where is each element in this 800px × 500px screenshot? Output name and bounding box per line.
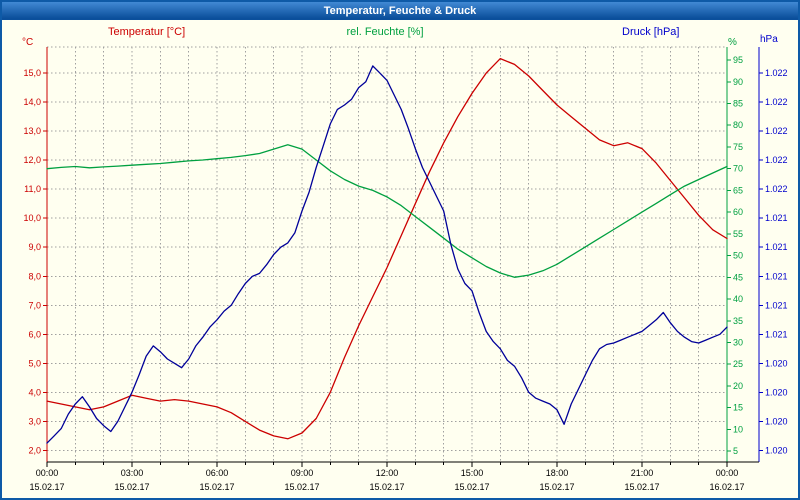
pressure-tick-label: 1.020 [765,416,788,426]
humidity-tick-label: 75 [733,142,743,152]
temperature-tick-label: 8,0 [28,271,41,281]
humidity-tick-label: 15 [733,403,743,413]
humidity-tick-label: 85 [733,98,743,108]
humidity-tick-label: 35 [733,316,743,326]
pressure-tick-label: 1.022 [765,155,788,165]
humidity-tick-label: 60 [733,207,743,217]
pressure-tick-label: 1.020 [765,358,788,368]
humidity-axis-unit: % [728,37,737,48]
humidity-tick-label: 55 [733,229,743,239]
pressure-tick-label: 1.022 [765,126,788,136]
date-tick-label: 16.02.17 [709,482,744,492]
temperature-tick-label: 5,0 [28,358,41,368]
temperature-tick-label: 13,0 [23,126,41,136]
humidity-tick-label: 5 [733,446,738,456]
humidity-tick-label: 65 [733,185,743,195]
time-tick-label: 18:00 [546,468,569,478]
window-title: Temperatur, Feuchte & Druck [323,5,477,17]
legend-temperature: Temperatur [°C] [108,26,186,38]
time-tick-label: 00:00 [716,468,739,478]
pressure-tick-label: 1.021 [765,300,788,310]
series-druck [46,65,728,444]
date-tick-label: 15.02.17 [29,482,64,492]
humidity-tick-label: 45 [733,272,743,282]
time-tick-label: 03:00 [121,468,144,478]
humidity-tick-label: 95 [733,55,743,65]
humidity-tick-label: 40 [733,294,743,304]
date-tick-label: 15.02.17 [369,482,404,492]
temperature-tick-label: 12,0 [23,155,41,165]
pressure-tick-label: 1.020 [765,445,788,455]
humidity-tick-label: 70 [733,164,743,174]
time-tick-label: 00:00 [36,468,59,478]
date-tick-label: 15.02.17 [454,482,489,492]
window-title-bar[interactable]: Temperatur, Feuchte & Druck [2,2,798,20]
pressure-tick-label: 1.022 [765,184,788,194]
pressure-tick-label: 1.021 [765,213,788,223]
date-tick-label: 15.02.17 [624,482,659,492]
humidity-tick-label: 20 [733,381,743,391]
pressure-tick-label: 1.021 [765,329,788,339]
humidity-tick-label: 80 [733,120,743,130]
pressure-tick-label: 1.020 [765,387,788,397]
humidity-tick-label: 25 [733,359,743,369]
date-tick-label: 15.02.17 [199,482,234,492]
temperature-tick-label: 14,0 [23,97,41,107]
pressure-tick-label: 1.022 [765,68,788,78]
time-tick-label: 12:00 [376,468,399,478]
humidity-tick-label: 50 [733,251,743,261]
temperature-tick-label: 9,0 [28,242,41,252]
pressure-axis-unit: hPa [760,34,778,45]
time-tick-label: 09:00 [291,468,314,478]
temperature-tick-label: 10,0 [23,213,41,223]
legend-humidity: rel. Feuchte [%] [346,26,424,38]
time-tick-label: 06:00 [206,468,229,478]
humidity-tick-label: 30 [733,337,743,347]
pressure-tick-label: 1.022 [765,97,788,107]
series-feuchte [46,144,728,278]
time-tick-label: 15:00 [461,468,484,478]
temperature-tick-label: 15,0 [23,68,41,78]
date-tick-label: 15.02.17 [114,482,149,492]
humidity-tick-label: 90 [733,77,743,87]
date-tick-label: 15.02.17 [284,482,319,492]
temperature-axis-unit: °C [22,37,34,48]
temperature-tick-label: 3,0 [28,416,41,426]
time-tick-label: 21:00 [631,468,654,478]
temperature-tick-label: 6,0 [28,329,41,339]
humidity-tick-label: 10 [733,424,743,434]
temperature-tick-label: 4,0 [28,387,41,397]
pressure-tick-label: 1.021 [765,271,788,281]
date-tick-label: 15.02.17 [539,482,574,492]
series-temperatur [46,57,728,440]
temperature-tick-label: 2,0 [28,445,41,455]
temperature-tick-label: 7,0 [28,300,41,310]
pressure-tick-label: 1.021 [765,242,788,252]
temperature-tick-label: 11,0 [24,184,41,194]
legend-pressure: Druck [hPa] [622,26,680,38]
